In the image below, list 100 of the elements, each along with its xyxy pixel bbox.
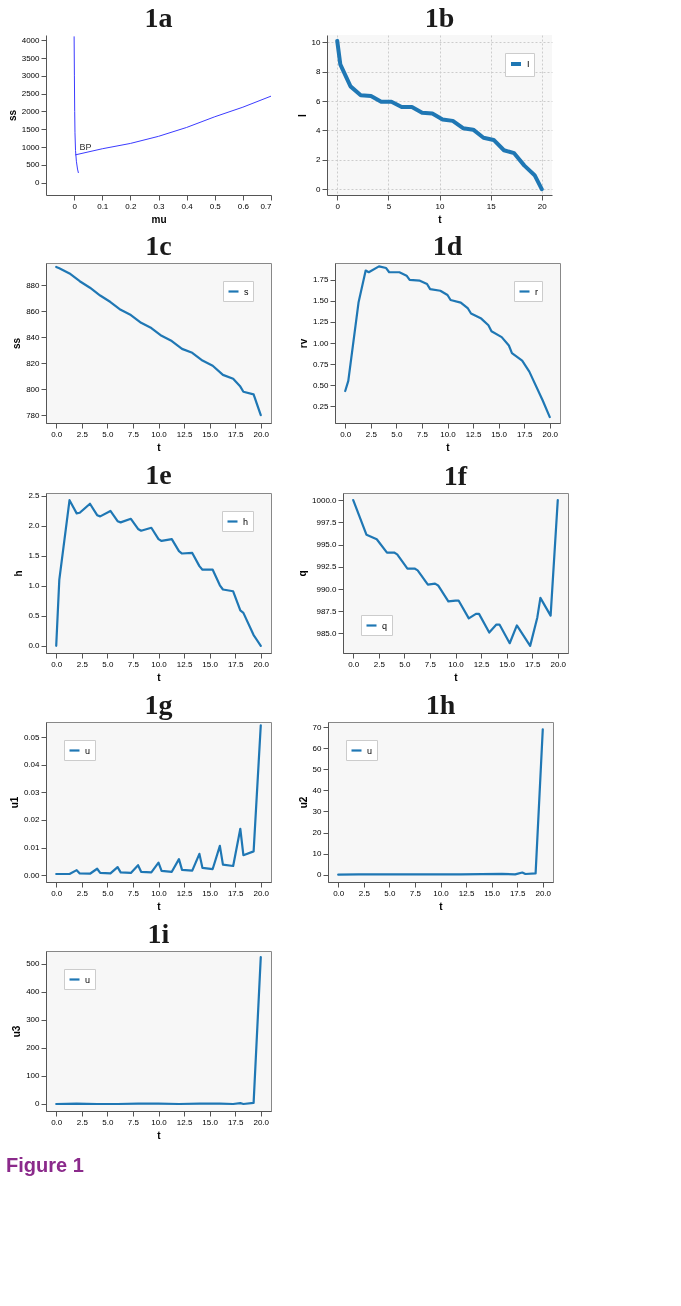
chart-title: 1h <box>425 689 456 720</box>
x-tick-label: 2.5 <box>76 888 89 898</box>
y-tick-label: 3000 <box>21 71 41 81</box>
y-tick-label: 0.05 <box>23 732 41 742</box>
y-tick-label: 1.25 <box>312 317 330 327</box>
y-axis-title: h <box>13 570 25 577</box>
y-tick-label: 4 <box>316 125 322 135</box>
x-tick-label: 7.5 <box>409 888 422 898</box>
x-tick-label: 5 <box>386 201 392 211</box>
y-tick-label: 10 <box>312 849 323 859</box>
y-tick-label: 0.03 <box>23 787 41 797</box>
x-axis-title: t <box>439 900 444 912</box>
line-series <box>335 38 544 192</box>
y-tick-label: 4000 <box>21 35 41 45</box>
x-tick-label: 12.5 <box>465 429 482 439</box>
legend-label: u <box>85 745 91 756</box>
x-tick-label: 12.5 <box>176 659 193 669</box>
x-tick-label: 7.5 <box>424 659 437 669</box>
x-tick-label: 0.2 <box>125 201 137 211</box>
x-tick-label: 10.0 <box>151 888 168 898</box>
line-series <box>55 956 262 1106</box>
y-tick-label: 0.00 <box>23 870 41 880</box>
y-axis-title: u3 <box>11 1025 23 1038</box>
chart-title: 1i <box>147 918 170 949</box>
x-tick-label: 7.5 <box>127 659 140 669</box>
x-axis-title: t <box>446 441 451 453</box>
line-series <box>55 724 262 876</box>
chart-title: 1a <box>144 2 173 33</box>
x-tick-label: 7.5 <box>127 888 140 898</box>
x-tick-label: 12.5 <box>473 659 490 669</box>
x-tick-label: 10.0 <box>433 888 450 898</box>
y-axis-title: rv <box>297 338 309 349</box>
y-tick-label: 6 <box>316 96 322 106</box>
x-tick-label: 20.0 <box>535 888 552 898</box>
y-tick-label: 8 <box>316 67 322 77</box>
x-tick-label: 12.5 <box>458 888 475 898</box>
y-tick-label: 1000 <box>21 142 41 152</box>
y-tick-label: 0.0 <box>28 641 41 651</box>
y-tick-label: 985.0 <box>316 628 338 638</box>
y-tick-label: 50 <box>312 764 323 774</box>
x-tick-label: 0.3 <box>153 201 166 211</box>
x-tick-label: 10.0 <box>151 659 168 669</box>
chart-title: 1b <box>424 2 455 33</box>
y-tick-label: 500 <box>26 160 41 170</box>
y-tick-label: 500 <box>26 959 41 969</box>
x-axis-title: t <box>438 213 443 225</box>
x-tick-label: 0.1 <box>97 201 109 211</box>
y-tick-label: 780 <box>26 410 41 420</box>
y-axis-title: u2 <box>297 796 309 809</box>
chart-title: 1c <box>145 230 172 261</box>
x-tick-label: 2.5 <box>365 429 378 439</box>
x-tick-label: 5.0 <box>102 429 114 439</box>
x-tick-label: 15.0 <box>484 888 501 898</box>
x-tick-label: 20.0 <box>253 659 270 669</box>
y-tick-label: 987.5 <box>316 606 338 616</box>
y-tick-label: 2.0 <box>28 521 41 531</box>
x-tick-label: 2.5 <box>373 659 386 669</box>
y-tick-label: 70 <box>312 722 323 732</box>
x-tick-label: 2.5 <box>358 888 371 898</box>
x-tick-label: 17.5 <box>227 888 245 898</box>
y-tick-label: 997.5 <box>316 517 338 527</box>
x-tick-label: 10.0 <box>448 659 465 669</box>
y-tick-label: 40 <box>312 785 323 795</box>
y-tick-label: 990.0 <box>316 584 338 594</box>
y-tick-label: 995.0 <box>316 540 338 550</box>
y-tick-label: 3500 <box>21 53 41 63</box>
x-tick-label: 20.0 <box>253 1117 270 1127</box>
legend-label: s <box>244 286 249 297</box>
legend-label: h <box>243 516 249 527</box>
x-tick-label: 17.5 <box>516 429 534 439</box>
y-tick-label: 1.75 <box>312 275 330 285</box>
y-tick-label: 840 <box>26 332 41 342</box>
x-tick-label: 2.5 <box>76 1117 89 1127</box>
y-tick-label: 60 <box>312 743 323 753</box>
x-tick-label: 17.5 <box>227 1117 245 1127</box>
x-tick-label: 2.5 <box>76 429 89 439</box>
x-tick-label: 17.5 <box>524 659 542 669</box>
y-axis-title: u1 <box>8 796 20 809</box>
y-axis-title: ss <box>11 337 23 350</box>
y-tick-label: 0.25 <box>312 401 330 411</box>
y-tick-label: 0 <box>317 870 323 880</box>
x-tick-label: 10.0 <box>440 429 457 439</box>
x-tick-label: 15.0 <box>491 429 508 439</box>
x-tick-label: 15.0 <box>202 1117 219 1127</box>
x-axis-title: t <box>157 1129 162 1141</box>
x-tick-label: 0.6 <box>237 201 250 211</box>
x-axis-title: t <box>157 671 162 683</box>
x-tick-label: 12.5 <box>176 888 193 898</box>
x-tick-label: 15.0 <box>202 659 219 669</box>
y-tick-label: 1.5 <box>28 551 41 561</box>
x-tick-label: 15.0 <box>499 659 516 669</box>
x-tick-label: 0.0 <box>51 1117 63 1127</box>
y-tick-label: 0.5 <box>28 611 41 621</box>
y-tick-label: 0.04 <box>23 760 41 770</box>
y-tick-label: 1500 <box>21 124 41 134</box>
y-tick-label: 800 <box>26 384 41 394</box>
x-tick-label: 5.0 <box>102 1117 114 1127</box>
x-tick-label: 0.0 <box>51 429 63 439</box>
legend-label: u <box>85 974 91 985</box>
y-tick-label: 2500 <box>21 89 41 99</box>
